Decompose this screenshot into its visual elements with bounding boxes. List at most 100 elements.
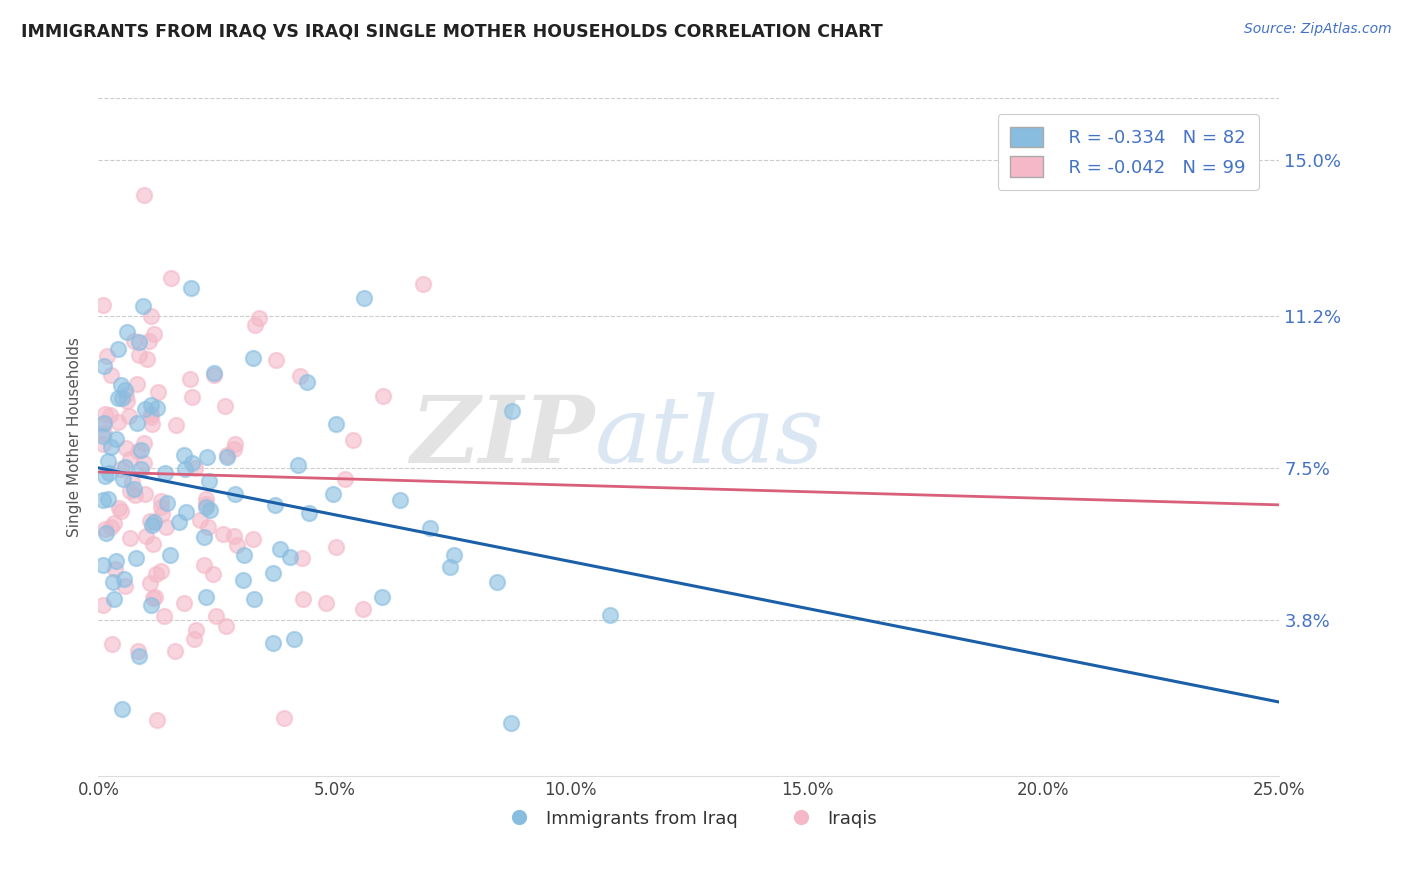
Point [195, 591, 218, 605]
Point [93, 359, 115, 373]
Point [127, 416, 149, 430]
Point [181, 390, 204, 404]
Point [439, 560, 461, 574]
Text: Source: ZipAtlas.com: Source: ZipAtlas.com [1244, 22, 1392, 37]
Point [243, 591, 266, 606]
Point [107, 343, 129, 357]
Text: IMMIGRANTS FROM IRAQ VS IRAQI SINGLE MOTHER HOUSEHOLDS CORRELATION CHART: IMMIGRANTS FROM IRAQ VS IRAQI SINGLE MOT… [21, 22, 883, 40]
Point [155, 520, 177, 534]
Point [115, 325, 138, 339]
Point [183, 632, 205, 646]
Point [262, 566, 284, 581]
Point [501, 404, 523, 418]
Point [98, 408, 121, 422]
Point [101, 575, 124, 590]
Point [325, 417, 347, 432]
Point [202, 368, 225, 382]
Point [150, 494, 173, 508]
Point [222, 442, 245, 457]
Point [104, 561, 127, 575]
Point [136, 352, 159, 367]
Point [412, 277, 434, 292]
Point [96, 491, 118, 506]
Point [262, 636, 284, 650]
Point [103, 516, 125, 530]
Point [371, 590, 394, 604]
Point [174, 505, 197, 519]
Point [112, 572, 135, 586]
Point [122, 483, 145, 497]
Point [141, 407, 163, 421]
Point [195, 500, 218, 514]
Point [180, 281, 202, 295]
Point [205, 608, 228, 623]
Point [287, 458, 309, 472]
Point [215, 619, 238, 633]
Point [107, 416, 129, 430]
Text: atlas: atlas [595, 392, 824, 482]
Point [173, 448, 195, 462]
Point [322, 487, 344, 501]
Point [94, 522, 117, 536]
Point [114, 384, 136, 398]
Point [179, 372, 201, 386]
Point [125, 550, 148, 565]
Point [146, 713, 169, 727]
Legend: Immigrants from Iraq, Iraqis: Immigrants from Iraq, Iraqis [494, 803, 884, 835]
Point [224, 487, 246, 501]
Point [139, 409, 162, 424]
Point [93, 416, 115, 430]
Point [132, 187, 155, 202]
Point [138, 334, 160, 348]
Point [91, 417, 114, 432]
Point [128, 335, 150, 350]
Text: ZIP: ZIP [411, 392, 595, 482]
Point [138, 575, 160, 590]
Point [110, 377, 132, 392]
Point [110, 504, 132, 518]
Point [342, 433, 364, 447]
Point [288, 368, 311, 383]
Point [217, 448, 239, 462]
Point [132, 456, 155, 470]
Point [150, 500, 173, 514]
Y-axis label: Single Mother Households: Single Mother Households [67, 337, 83, 537]
Point [352, 602, 374, 616]
Point [97, 453, 120, 467]
Point [159, 271, 181, 285]
Point [291, 550, 314, 565]
Point [222, 529, 245, 543]
Point [142, 327, 165, 342]
Point [174, 462, 197, 476]
Point [214, 400, 236, 414]
Point [263, 498, 285, 512]
Point [134, 402, 156, 417]
Point [443, 548, 465, 562]
Point [105, 554, 128, 568]
Point [141, 518, 163, 533]
Point [132, 435, 155, 450]
Point [134, 487, 156, 501]
Point [283, 632, 305, 646]
Point [141, 417, 163, 432]
Point [115, 388, 138, 402]
Point [195, 491, 218, 506]
Point [215, 450, 238, 464]
Point [94, 407, 117, 421]
Point [163, 644, 186, 658]
Point [122, 334, 145, 348]
Point [278, 549, 301, 564]
Point [198, 503, 221, 517]
Point [225, 538, 247, 552]
Point [247, 310, 270, 325]
Point [114, 459, 136, 474]
Point [373, 389, 395, 403]
Point [127, 443, 149, 458]
Point [131, 442, 153, 457]
Point [118, 531, 141, 545]
Point [193, 530, 215, 544]
Point [485, 575, 508, 590]
Point [193, 558, 215, 572]
Point [142, 537, 165, 551]
Point [353, 291, 375, 305]
